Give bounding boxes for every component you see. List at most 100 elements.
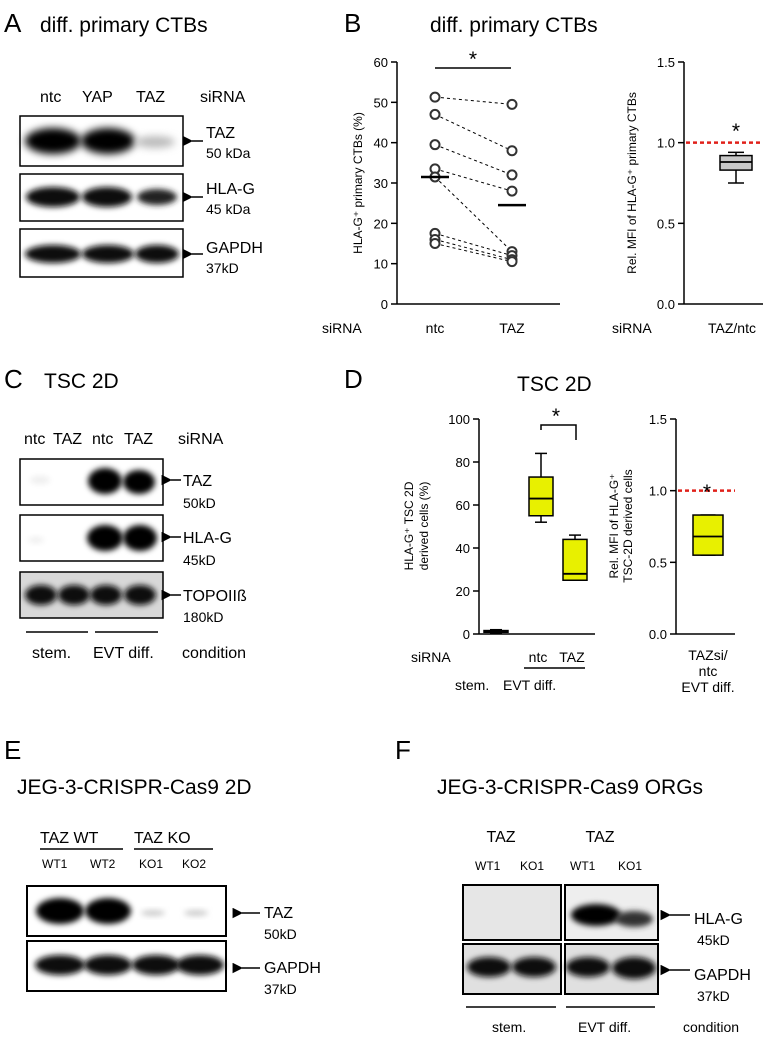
lane-label-ko1-evt: KO1: [618, 859, 642, 873]
significance-star: *: [469, 48, 477, 71]
lane-label-wt1-evt: WT1: [570, 859, 596, 873]
blot-hla-g: [19, 173, 184, 222]
blot-label-taz: TAZ: [206, 125, 235, 142]
blot-hla-g: [462, 884, 659, 941]
condition-label: condition: [182, 645, 246, 662]
data-point: [429, 108, 441, 120]
x-label-taz-ntc: TAZ/ntc: [708, 320, 756, 336]
data-points: [429, 91, 518, 268]
blot-label-taz: TAZ: [183, 473, 212, 490]
y-axis-label-1: HLA-G⁺ TSC 2D: [402, 481, 416, 570]
blot-topoii: [19, 571, 164, 619]
y-tick-label: 50: [374, 95, 388, 110]
lane-label-taz: TAZ: [136, 89, 165, 106]
data-point: [506, 169, 518, 181]
panel-d-title: TSC 2D: [517, 373, 592, 396]
lane-label-ntc: ntc: [40, 89, 61, 106]
lane-label-ntc-1: ntc: [24, 431, 45, 448]
blot-gapdh: [462, 943, 659, 995]
blot-size-hla-g: 45kD: [183, 552, 216, 568]
lane-label-wt1-stem: WT1: [475, 859, 501, 873]
x-label-taz: TAZ: [499, 320, 525, 336]
blot-label-gapdh: GAPDH: [264, 960, 321, 977]
y-axis-label: HLA-G⁺ primary CTBs (%): [351, 112, 365, 254]
y-ticks: 0.0 0.5 1.0 1.5: [649, 412, 676, 642]
y-ticks: 0 20 40 60 80 100: [448, 412, 479, 642]
blot-size-gapdh: 37kD: [697, 988, 730, 1004]
data-point: [429, 238, 441, 249]
blot-label-taz: TAZ: [264, 905, 293, 922]
box-box: [692, 514, 724, 556]
x-label-ntc: ntc: [529, 649, 548, 665]
pair-lines: [434, 96, 513, 263]
y-tick-label: 30: [374, 176, 388, 191]
y-tick-label: 1.0: [657, 136, 675, 151]
y-tick-label: 0.5: [649, 555, 667, 570]
x-label-3: EVT diff.: [681, 679, 734, 695]
chart-b-right: Rel. MFI of HLA-G⁺ primary CTBs 0.0 0.5 1.…: [612, 55, 763, 336]
blot-gapdh: [26, 940, 227, 992]
box-plot: [678, 489, 735, 556]
y-tick-label: 100: [448, 412, 470, 427]
y-ticks: 0 10 20 30 40 50 60: [374, 55, 397, 312]
x-label-ntc: ntc: [426, 320, 445, 336]
panel-f: F JEG-3-CRISPR-Cas9 ORGs TAZ TAZ WT1 KO1…: [395, 735, 751, 1035]
panel-b-title: diff. primary CTBs: [430, 14, 598, 37]
y-tick-label: 1.0: [649, 484, 667, 499]
y-tick-label: 40: [374, 136, 388, 151]
lane-label-taz-2: TAZ: [124, 431, 153, 448]
blot-label-gapdh: GAPDH: [206, 240, 263, 257]
y-tick-label: 20: [374, 216, 388, 231]
y-axis-label-1: Rel. MFI of HLA-G⁺: [607, 473, 621, 578]
group-label-stem: TAZ: [486, 829, 515, 846]
y-tick-label: 1.5: [649, 412, 667, 427]
chart-d-left: HLA-G⁺ TSC 2D derived cells (%) 0 20 40 60 8…: [402, 405, 595, 693]
y-tick-label: 20: [456, 584, 470, 599]
y-tick-label: 0: [381, 297, 388, 312]
box-plots: [483, 452, 588, 634]
box-plot: [686, 141, 763, 184]
blot-gapdh: [19, 228, 184, 278]
blot-taz: [19, 115, 184, 167]
condition-label: condition: [683, 1019, 739, 1035]
lanes-label-sirna: siRNA: [200, 89, 246, 106]
condition-stem: stem.: [455, 677, 489, 693]
blot-taz: [26, 885, 227, 937]
panel-e: E JEG-3-CRISPR-Cas9 2D TAZ WT TAZ KO WT1…: [4, 735, 321, 997]
lane-label-taz-1: TAZ: [53, 431, 82, 448]
pair-line: [434, 238, 513, 261]
blot-size-hla-g: 45kD: [697, 932, 730, 948]
significance-star: *: [703, 481, 711, 504]
y-tick-label: 0: [463, 627, 470, 642]
box-1-box: [528, 476, 554, 517]
panel-letter-b: B: [344, 8, 361, 38]
blot-size-taz: 50 kDa: [206, 145, 251, 161]
x-label-taz: TAZ: [559, 649, 585, 665]
y-tick-label: 0.5: [657, 216, 675, 231]
chart-d-right: Rel. MFI of HLA-G⁺ TSC-2D derived cells …: [607, 412, 735, 695]
pair-line: [434, 113, 513, 152]
data-point: [429, 139, 441, 151]
mean-lines: [421, 175, 526, 207]
blot-size-topoii: 180kD: [183, 609, 223, 625]
lane-label-wt1: WT1: [42, 857, 68, 871]
condition-stem: stem.: [492, 1019, 526, 1035]
y-axis-label-2: derived cells (%): [417, 482, 431, 571]
blot-label-topoii: TOPOIIß: [183, 588, 247, 605]
blot-label-hla-g: HLA-G: [694, 911, 743, 928]
panel-b: B diff. primary CTBs HLA-G⁺ primary CTBs…: [322, 8, 763, 336]
blot-label-gapdh: GAPDH: [694, 967, 751, 984]
blot-label-hla-g: HLA-G: [183, 530, 232, 547]
sirna-label-right: siRNA: [612, 320, 652, 336]
pair-line: [434, 243, 513, 263]
panel-letter-a: A: [4, 8, 22, 38]
lane-label-ko2: KO2: [182, 857, 206, 871]
y-axis-label-2: TSC-2D derived cells: [621, 469, 635, 582]
significance-star: *: [732, 120, 740, 143]
pair-line: [434, 96, 513, 105]
data-point: [506, 98, 518, 110]
significance-star: *: [552, 405, 560, 428]
data-point: [506, 145, 518, 157]
lane-label-yap: YAP: [82, 89, 113, 106]
